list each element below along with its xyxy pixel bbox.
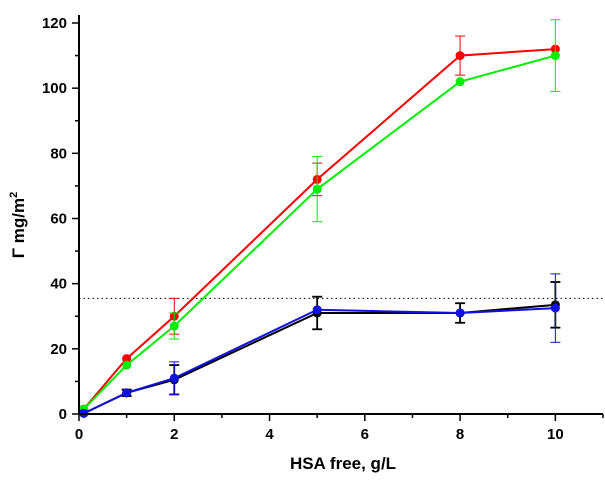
- data-point: [455, 77, 465, 87]
- x-axis-title: HSA free, g/L: [290, 454, 396, 473]
- plot-area: [79, 19, 603, 418]
- x-tick-label: 0: [75, 426, 83, 443]
- y-axis-title-superscript: 2: [8, 192, 20, 198]
- y-axis-title-main: Γ mg/m: [9, 198, 28, 258]
- y-axis-title: Γ mg/m2: [8, 192, 28, 258]
- series-1: [79, 19, 561, 414]
- data-point: [122, 388, 132, 398]
- y-tick-label: 60: [50, 211, 67, 228]
- data-point: [550, 303, 560, 313]
- x-tick-label: 4: [265, 426, 274, 443]
- series-line: [83, 48, 556, 410]
- x-tick-label: 8: [456, 426, 464, 443]
- x-tick-label: 2: [170, 426, 178, 443]
- series-0: [79, 35, 560, 414]
- data-point: [455, 51, 465, 61]
- x-tick-label: 6: [361, 426, 369, 443]
- y-tick-label: 40: [50, 276, 67, 293]
- x-tick-label: 10: [547, 426, 564, 443]
- data-point: [312, 305, 322, 315]
- data-point: [312, 184, 322, 194]
- data-point: [550, 51, 560, 61]
- series-line: [83, 307, 556, 415]
- y-tick-label: 0: [59, 406, 67, 423]
- data-point: [169, 373, 179, 383]
- y-tick-label: 100: [42, 80, 67, 97]
- y-tick-label: 120: [42, 15, 67, 32]
- data-point: [122, 354, 132, 364]
- data-point: [455, 308, 465, 318]
- data-point: [122, 360, 132, 370]
- y-tick-label: 80: [50, 145, 67, 162]
- series-2: [79, 281, 561, 418]
- series-line: [83, 54, 556, 410]
- y-tick-label: 20: [50, 341, 67, 358]
- series-line: [83, 303, 556, 415]
- series-3: [79, 273, 561, 418]
- data-point: [169, 321, 179, 331]
- y-axis-title-group: Γ mg/m2: [8, 192, 28, 258]
